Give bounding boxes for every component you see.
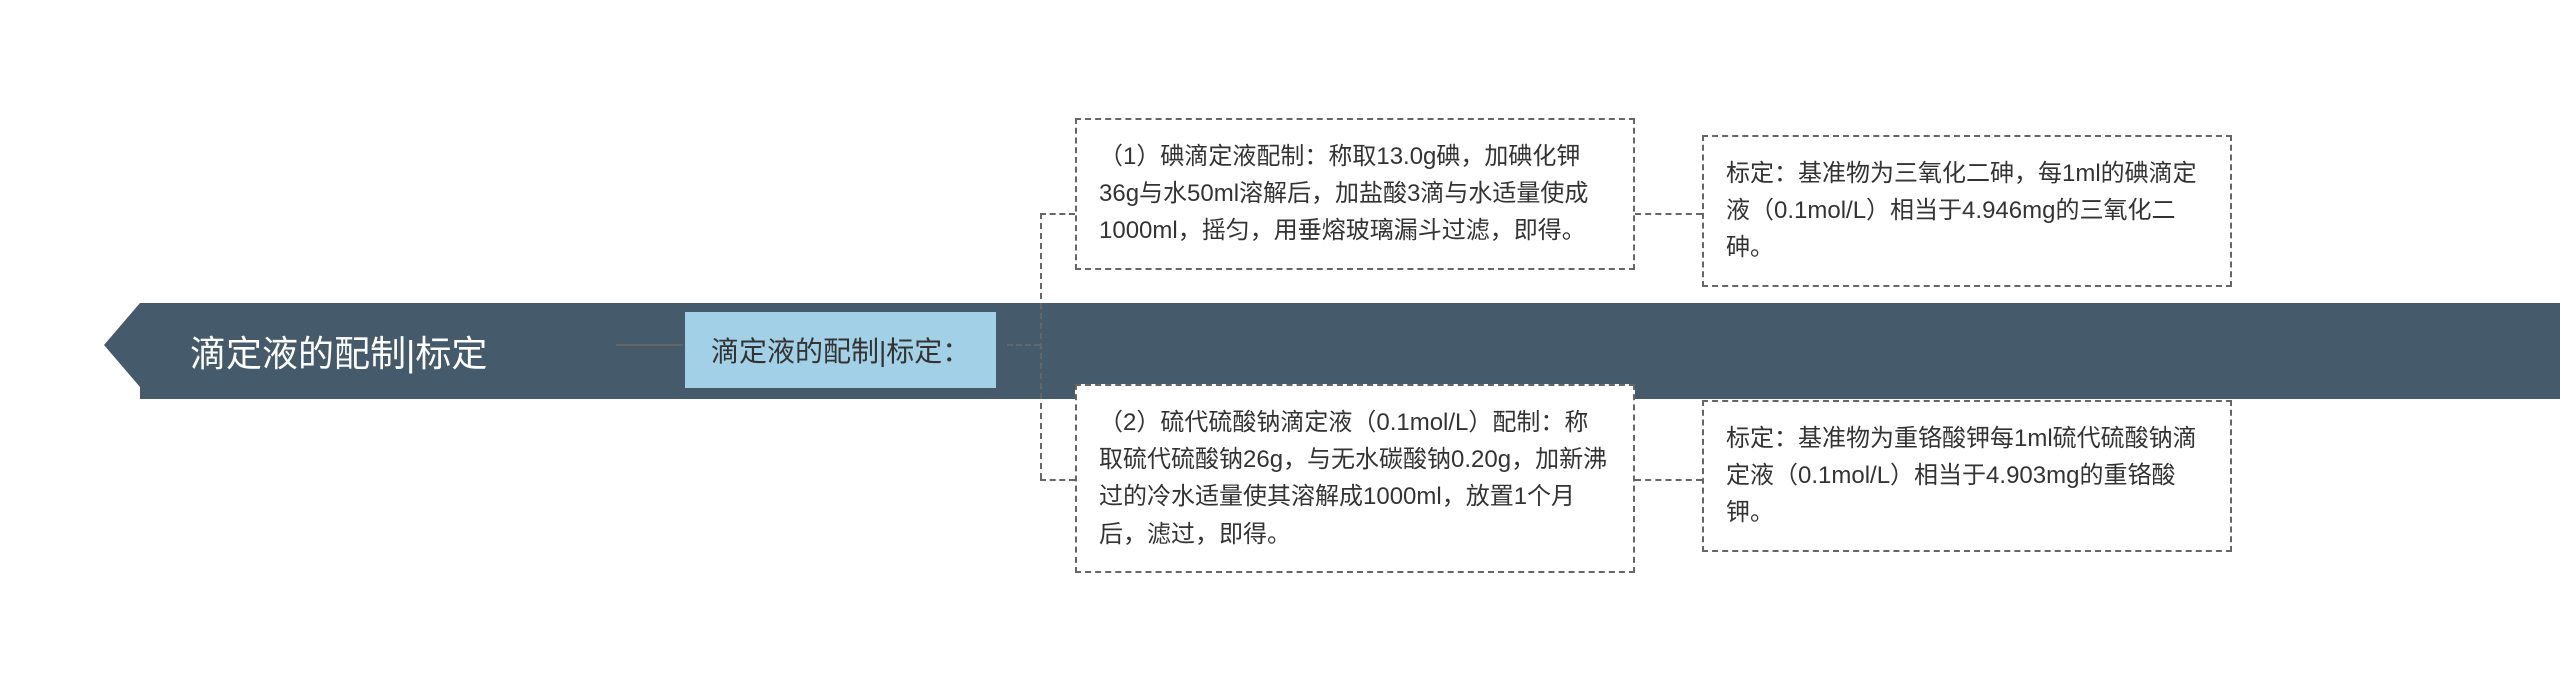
connector-to-b1 [1040, 213, 1075, 215]
connector-lvl1-stub [1007, 344, 1040, 346]
connector-b2-c2 [1635, 479, 1702, 481]
mindmap-level1: 滴定液的配制|标定： [683, 310, 998, 390]
connector-b1-c1 [1635, 213, 1702, 215]
branch-2-box: （2）硫代硫酸钠滴定液（0.1mol/L）配制：称取硫代硫酸钠26g，与无水碳酸… [1075, 384, 1635, 573]
connector-root-lvl1 [616, 344, 683, 346]
branch-1-child-box: 标定：基准物为三氧化二砷，每1ml的碘滴定液（0.1mol/L）相当于4.946… [1702, 135, 2232, 287]
branch-2-child-box: 标定：基准物为重铬酸钾每1ml硫代硫酸钠滴定液（0.1mol/L）相当于4.90… [1702, 400, 2232, 552]
connector-to-b2 [1040, 479, 1075, 481]
branch-1-box: （1）碘滴定液配制：称取13.0g碘，加碘化钾36g与水50ml溶解后，加盐酸3… [1075, 118, 1635, 270]
connector-bracket-vert [1040, 213, 1042, 479]
